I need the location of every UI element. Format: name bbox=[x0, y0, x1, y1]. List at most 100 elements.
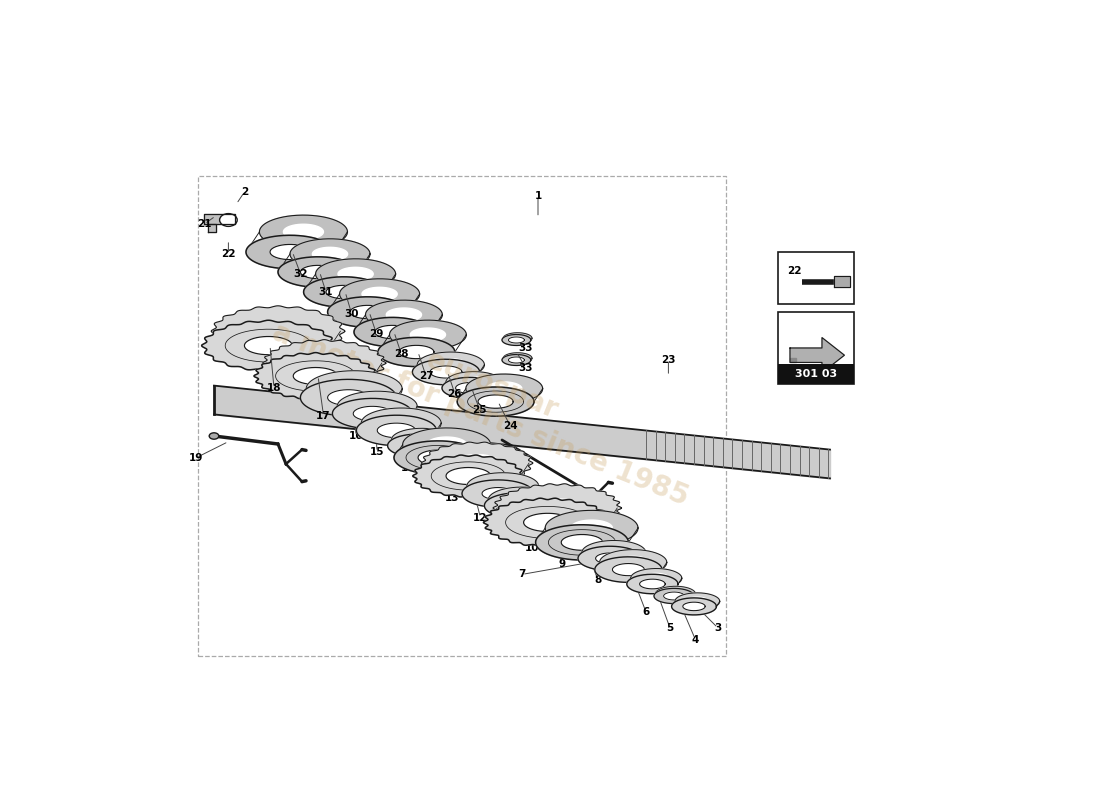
Polygon shape bbox=[427, 437, 466, 452]
Polygon shape bbox=[301, 354, 346, 371]
Text: 5: 5 bbox=[667, 623, 673, 633]
Polygon shape bbox=[278, 257, 358, 287]
Text: 17: 17 bbox=[317, 411, 331, 421]
Polygon shape bbox=[394, 441, 482, 474]
Polygon shape bbox=[387, 434, 449, 457]
Text: 2: 2 bbox=[241, 187, 248, 197]
Polygon shape bbox=[328, 390, 370, 406]
Polygon shape bbox=[446, 372, 502, 393]
Text: 9: 9 bbox=[559, 559, 565, 569]
Text: 4: 4 bbox=[692, 635, 700, 645]
Polygon shape bbox=[486, 382, 521, 395]
Text: 6: 6 bbox=[642, 607, 650, 617]
Polygon shape bbox=[338, 391, 417, 422]
Text: eurospar
a motor for parts since 1985: eurospar a motor for parts since 1985 bbox=[267, 288, 704, 512]
Text: 29: 29 bbox=[370, 329, 384, 338]
Polygon shape bbox=[656, 586, 695, 602]
Text: 25: 25 bbox=[472, 405, 487, 414]
Text: 20: 20 bbox=[495, 451, 509, 461]
Text: 1: 1 bbox=[535, 191, 541, 201]
Polygon shape bbox=[404, 440, 432, 451]
FancyBboxPatch shape bbox=[778, 312, 854, 384]
Text: 21: 21 bbox=[197, 219, 211, 229]
Polygon shape bbox=[503, 333, 532, 344]
Polygon shape bbox=[270, 245, 310, 259]
Polygon shape bbox=[683, 602, 705, 610]
Text: 22: 22 bbox=[221, 250, 235, 259]
Polygon shape bbox=[627, 574, 678, 594]
Polygon shape bbox=[790, 358, 795, 362]
Polygon shape bbox=[600, 547, 628, 558]
Polygon shape bbox=[263, 340, 386, 386]
Text: 12: 12 bbox=[473, 513, 487, 522]
Polygon shape bbox=[294, 367, 338, 385]
Polygon shape bbox=[300, 379, 396, 416]
Polygon shape bbox=[488, 487, 556, 513]
Polygon shape bbox=[454, 454, 499, 471]
Polygon shape bbox=[312, 247, 348, 261]
Polygon shape bbox=[377, 423, 416, 438]
Polygon shape bbox=[595, 557, 662, 582]
Polygon shape bbox=[211, 306, 344, 357]
Text: 28: 28 bbox=[394, 349, 408, 358]
Polygon shape bbox=[284, 224, 323, 239]
Polygon shape bbox=[407, 434, 437, 446]
Polygon shape bbox=[534, 499, 581, 517]
Polygon shape bbox=[675, 593, 719, 610]
Polygon shape bbox=[353, 406, 392, 421]
Polygon shape bbox=[503, 353, 532, 364]
Polygon shape bbox=[254, 322, 303, 340]
Polygon shape bbox=[466, 473, 539, 500]
Polygon shape bbox=[350, 306, 385, 318]
Polygon shape bbox=[509, 335, 526, 342]
Polygon shape bbox=[354, 318, 431, 346]
Polygon shape bbox=[358, 399, 396, 414]
Polygon shape bbox=[478, 395, 514, 408]
Polygon shape bbox=[654, 589, 694, 603]
Polygon shape bbox=[666, 590, 685, 598]
Ellipse shape bbox=[209, 433, 219, 439]
Polygon shape bbox=[382, 416, 420, 430]
Polygon shape bbox=[613, 563, 645, 576]
Polygon shape bbox=[524, 514, 572, 531]
Polygon shape bbox=[290, 239, 370, 269]
Polygon shape bbox=[403, 428, 491, 462]
Polygon shape bbox=[362, 287, 397, 301]
Polygon shape bbox=[328, 297, 408, 327]
Text: 3: 3 bbox=[714, 623, 722, 633]
Text: 31: 31 bbox=[319, 287, 333, 297]
Polygon shape bbox=[536, 525, 628, 560]
Polygon shape bbox=[600, 550, 667, 575]
Text: 24: 24 bbox=[503, 421, 517, 430]
Polygon shape bbox=[338, 267, 373, 281]
Text: 19: 19 bbox=[189, 453, 204, 462]
Polygon shape bbox=[332, 398, 412, 429]
Polygon shape bbox=[306, 370, 403, 407]
Polygon shape bbox=[546, 510, 638, 546]
Text: 18: 18 bbox=[266, 383, 282, 393]
Polygon shape bbox=[418, 450, 458, 465]
Polygon shape bbox=[484, 493, 551, 518]
Polygon shape bbox=[260, 215, 348, 249]
Polygon shape bbox=[386, 308, 421, 322]
Polygon shape bbox=[465, 374, 542, 403]
Polygon shape bbox=[399, 346, 435, 358]
Text: 23: 23 bbox=[661, 355, 675, 365]
Polygon shape bbox=[508, 337, 525, 343]
Text: 14: 14 bbox=[402, 463, 416, 473]
Polygon shape bbox=[508, 357, 525, 363]
Polygon shape bbox=[582, 541, 646, 565]
Polygon shape bbox=[455, 382, 484, 394]
Polygon shape bbox=[246, 235, 334, 269]
Polygon shape bbox=[410, 328, 446, 342]
Polygon shape bbox=[504, 500, 532, 511]
Text: 22: 22 bbox=[788, 266, 802, 275]
Polygon shape bbox=[333, 381, 375, 397]
Text: 30: 30 bbox=[344, 309, 359, 318]
Polygon shape bbox=[340, 279, 419, 309]
Polygon shape bbox=[458, 387, 534, 416]
Polygon shape bbox=[578, 546, 642, 570]
Polygon shape bbox=[493, 484, 622, 532]
Text: 10: 10 bbox=[525, 543, 539, 553]
Ellipse shape bbox=[220, 214, 238, 226]
